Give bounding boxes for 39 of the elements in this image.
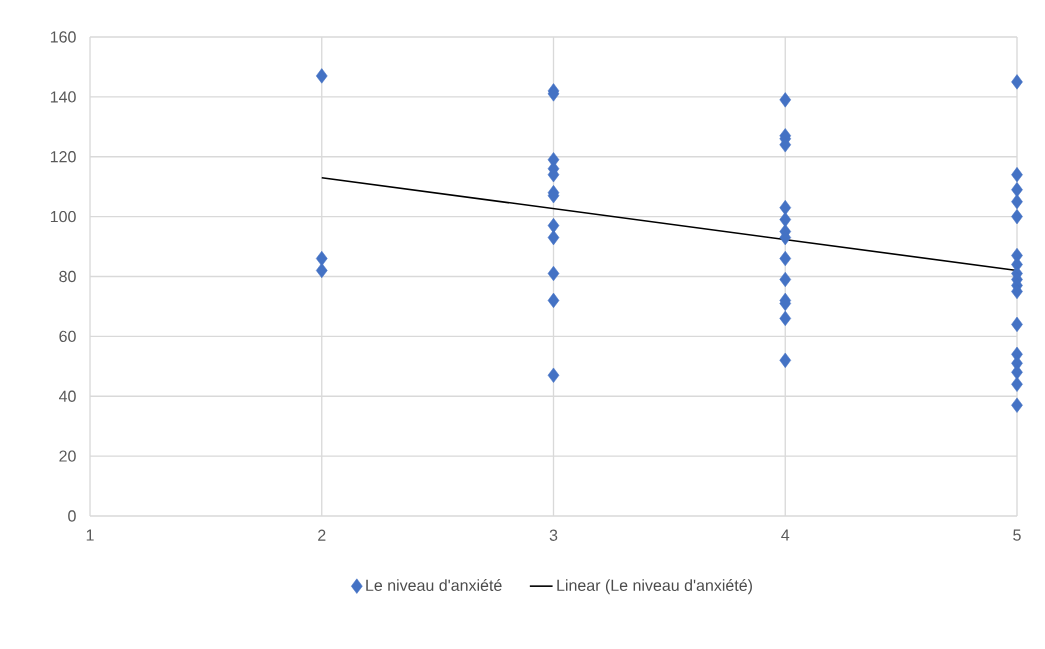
point — [315, 250, 328, 267]
point — [547, 229, 560, 246]
point — [779, 200, 792, 216]
legend-label: Linear (Le niveau d'anxiété) — [557, 579, 752, 595]
y-tick-label: 80 — [59, 270, 76, 283]
point — [1011, 74, 1023, 90]
y-tick-label: 20 — [59, 450, 76, 462]
point — [1011, 397, 1023, 413]
point — [1011, 167, 1023, 183]
legend-label: Le niveau d'anxiété — [366, 579, 502, 591]
y-tick-label: 140 — [50, 91, 76, 103]
point — [547, 217, 560, 234]
y-tick-label: 160 — [50, 31, 76, 43]
point — [779, 352, 792, 368]
point — [547, 367, 560, 383]
x-tick-label: 3 — [549, 529, 558, 541]
point — [547, 265, 560, 282]
point — [315, 68, 328, 84]
point — [547, 292, 560, 309]
x-tick-label: 2 — [318, 529, 326, 541]
y-tick-label: 60 — [59, 330, 76, 343]
x-tick-label: 4 — [781, 529, 790, 541]
point — [315, 262, 328, 279]
point — [779, 92, 792, 108]
y-tick-label: 0 — [68, 510, 76, 522]
x-tick-label: 5 — [1013, 529, 1021, 541]
point — [779, 212, 792, 228]
y-tick-label: 40 — [58, 390, 76, 402]
x-tick-label: 1 — [86, 529, 94, 541]
point — [779, 271, 792, 288]
point — [1011, 376, 1023, 392]
point — [1011, 194, 1023, 210]
point — [779, 310, 792, 327]
point — [1011, 209, 1023, 225]
point — [779, 250, 792, 267]
y-tick-label: 100 — [50, 210, 76, 223]
y-tick-label: 120 — [50, 151, 76, 163]
point — [1011, 182, 1023, 198]
point — [1011, 316, 1023, 332]
